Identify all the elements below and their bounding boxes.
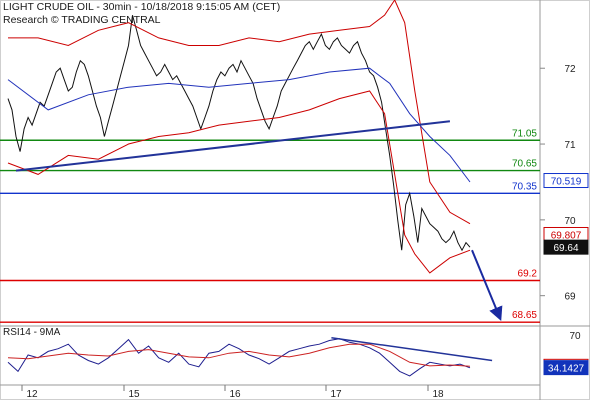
y-tick-label-69: 69 (564, 292, 576, 303)
price-panel: 71.05 70.65 70.35 69.2 68.65 (0, 0, 540, 323)
axes: 727170697070.51969.80769.6435.579534.142… (21, 64, 589, 400)
x-tick-label-12: 12 (26, 389, 38, 400)
rsi-trendline (331, 337, 493, 362)
price-tag-70-519: 70.519 (543, 173, 589, 189)
y-tick-label-71: 71 (564, 140, 576, 151)
svg-text:69.807: 69.807 (551, 230, 582, 241)
series-rsi-ma (7, 343, 471, 367)
rsi-panel (7, 337, 493, 377)
series-bollinger-upper (8, 0, 471, 225)
x-tick-label-16: 16 (229, 389, 241, 400)
rsi-y-tick-label-70: 70 (569, 331, 581, 342)
series-bollinger-lower (7, 90, 471, 274)
chart-title-line1: LIGHT CRUDE OIL - 30min - 10/18/2018 9:1… (3, 1, 281, 13)
rsi-tag-34-1427: 34.1427 (543, 360, 589, 376)
svg-text:70.519: 70.519 (551, 177, 582, 188)
level-label-69-2: 69.2 (518, 269, 538, 280)
level-label-68-65: 68.65 (512, 310, 537, 321)
price-tag-69-807: 69.807 (543, 226, 589, 242)
chart-title: LIGHT CRUDE OIL - 30min - 10/18/2018 9:1… (3, 1, 280, 27)
y-tick-label-70: 70 (564, 216, 576, 227)
svg-text:34.1427: 34.1427 (548, 364, 585, 375)
svg-text:69.64: 69.64 (553, 243, 578, 254)
series-moving-average (7, 67, 471, 183)
level-label-70-35: 70.35 (512, 181, 537, 192)
chart-title-line2: Research © TRADING CENTRAL (3, 14, 161, 26)
series-price (7, 15, 471, 252)
y-tick-label-72: 72 (564, 64, 576, 75)
price-trendline (15, 120, 451, 172)
level-label-71-05: 71.05 (512, 128, 537, 139)
price-tag-69-64: 69.64 (543, 239, 589, 255)
x-tick-label-17: 17 (330, 389, 342, 400)
x-tick-label-18: 18 (432, 389, 444, 400)
level-label-70-65: 70.65 (512, 159, 537, 170)
series-rsi (7, 338, 471, 377)
rsi-panel-title: RSI14 - 9MA (3, 327, 61, 338)
x-tick-label-15: 15 (128, 389, 140, 400)
target-arrow (471, 249, 503, 322)
